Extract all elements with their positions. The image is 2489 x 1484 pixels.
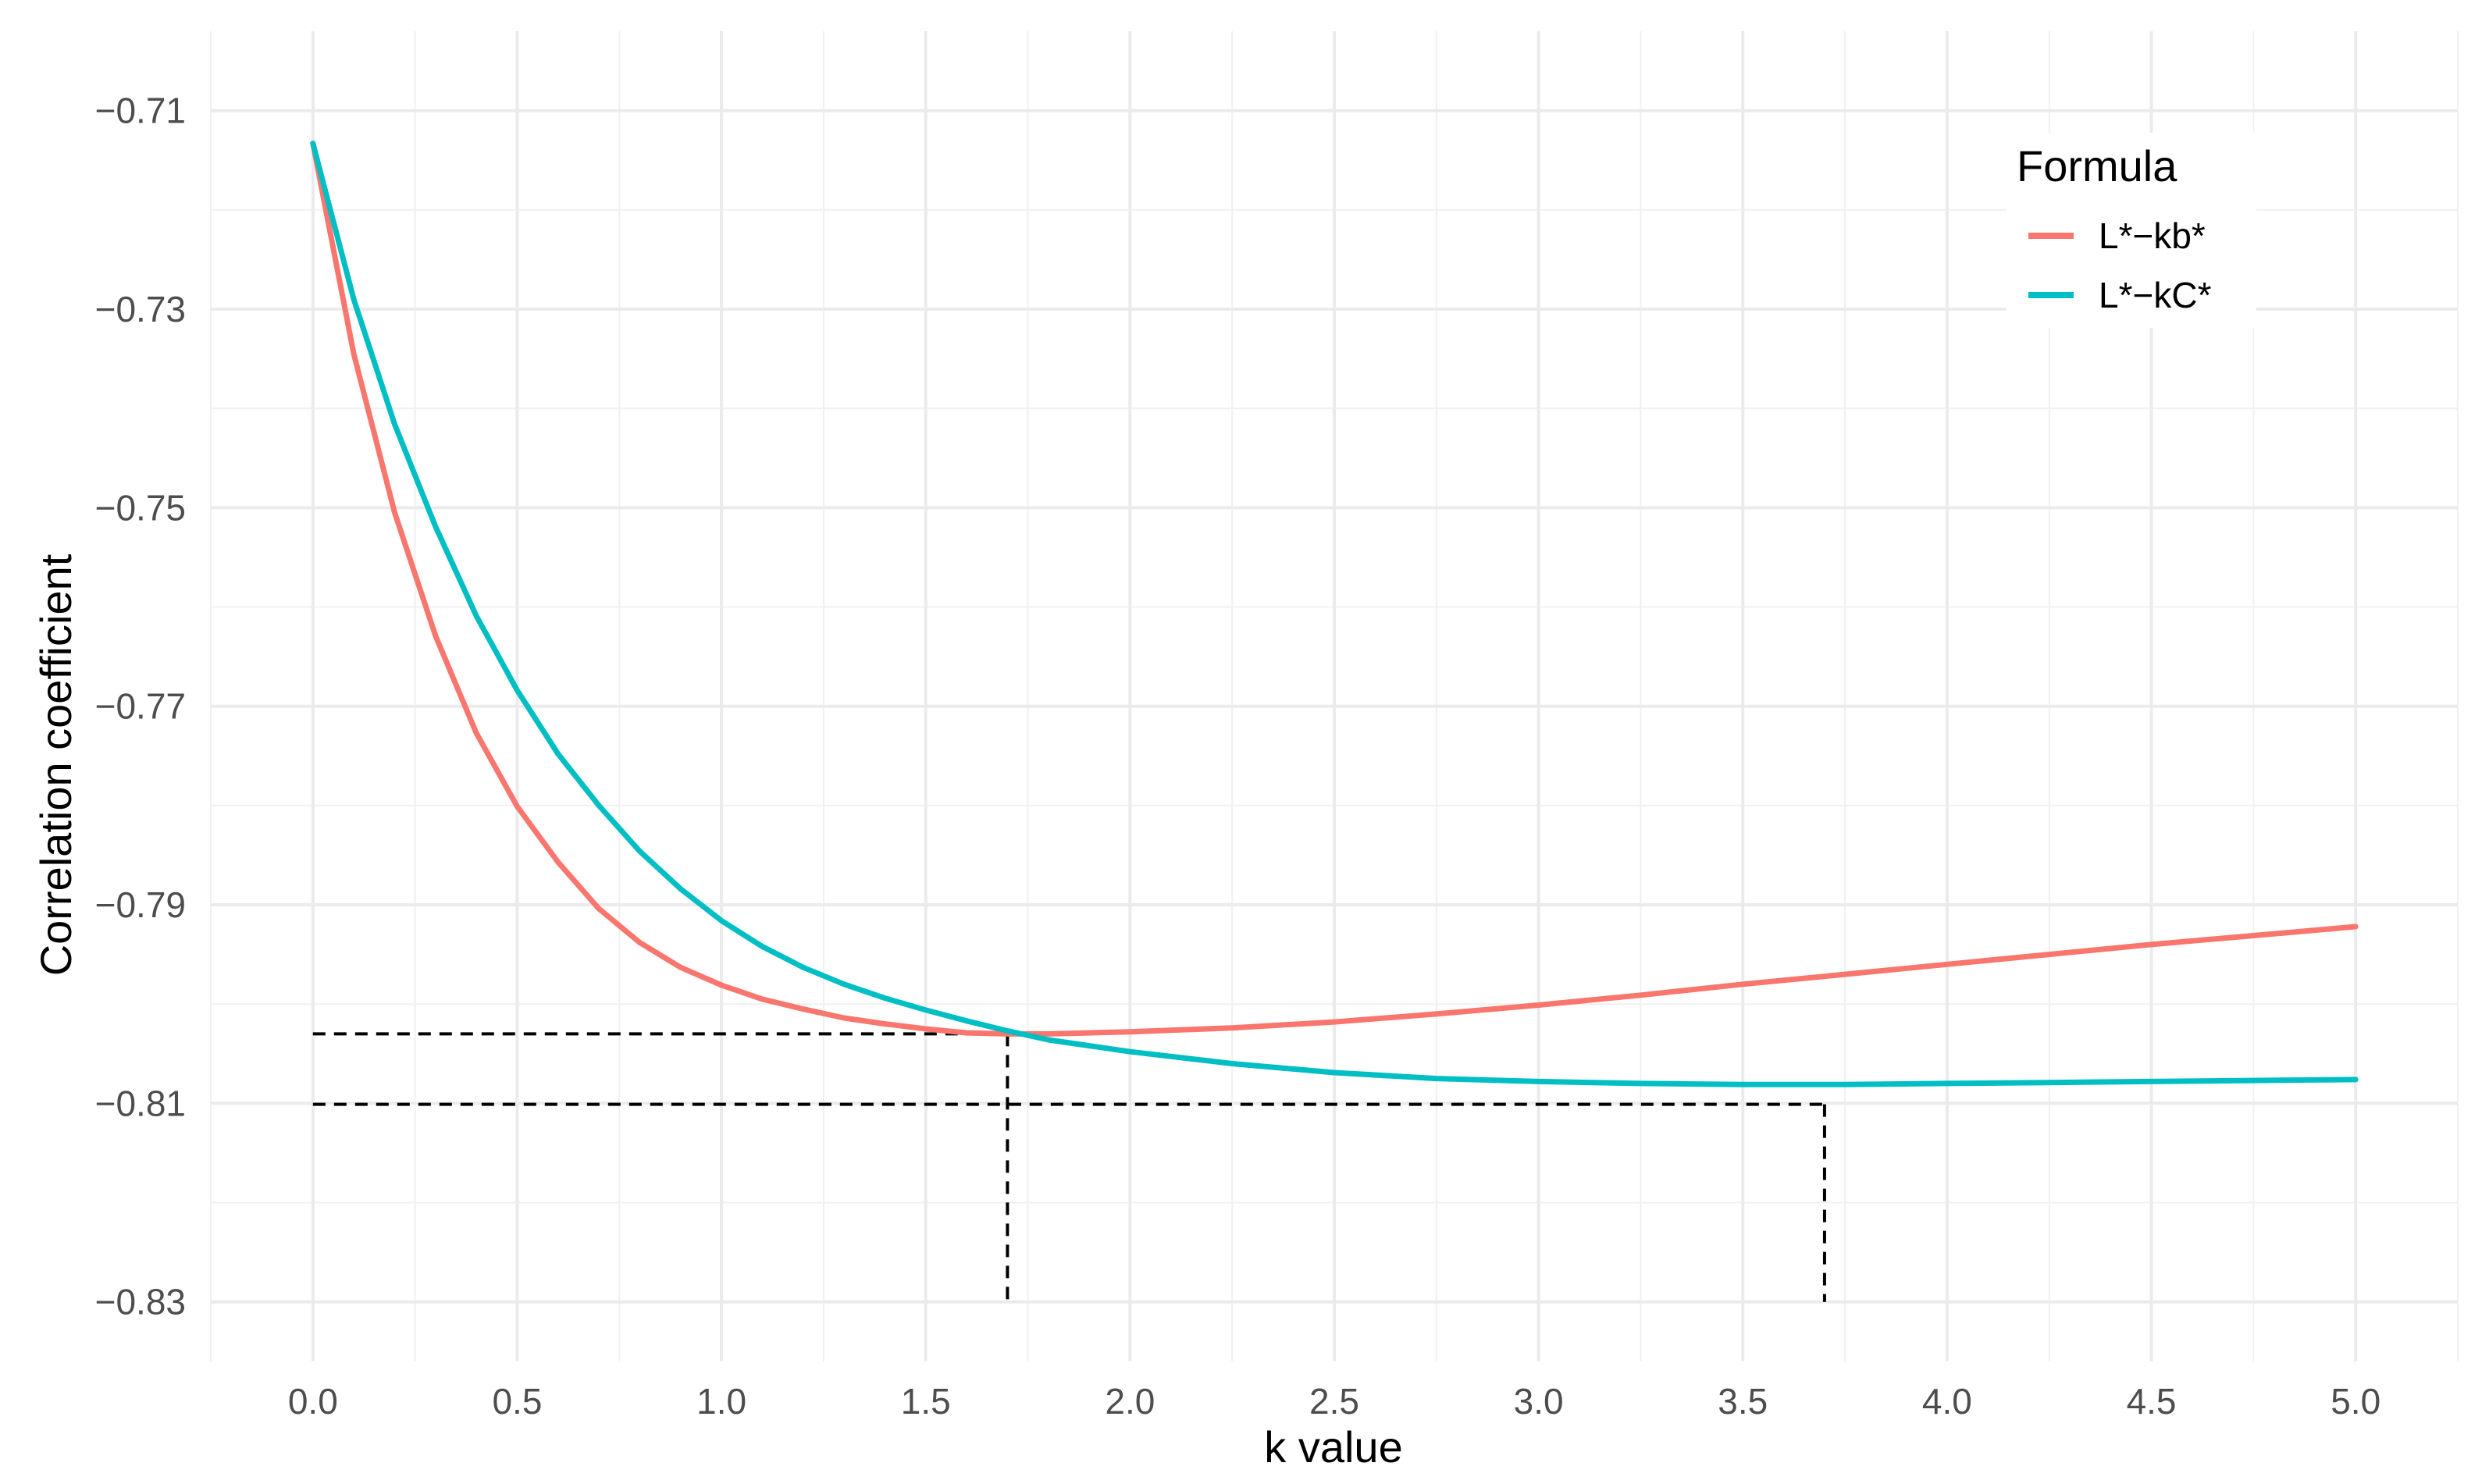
x-tick-label: 3.0: [1514, 1381, 1564, 1422]
y-tick-label: −0.83: [95, 1282, 186, 1322]
y-tick-label: −0.75: [95, 487, 186, 528]
series-lines: [310, 141, 2359, 1087]
legend-title: Formula: [2017, 141, 2177, 190]
x-tick-label: 0.0: [288, 1381, 338, 1422]
y-tick-label: −0.79: [95, 884, 186, 925]
x-tick-label: 3.5: [1718, 1381, 1768, 1422]
y-tick-label: −0.81: [95, 1083, 186, 1123]
x-tick-label: 4.0: [1922, 1381, 1972, 1422]
x-tick-label: 2.0: [1105, 1381, 1155, 1422]
series-line-1: [310, 141, 2359, 1037]
x-tick-label: 1.0: [696, 1381, 746, 1422]
y-tick-label: −0.73: [95, 289, 186, 329]
x-tick-label: 2.5: [1309, 1381, 1359, 1422]
series-line-2: [310, 141, 2359, 1087]
x-tick-label: 1.5: [901, 1381, 951, 1422]
y-tick-label: −0.77: [95, 686, 186, 727]
legend: Formula L*−kb* L*−kC*: [2007, 133, 2256, 328]
legend-items: L*−kb* L*−kC*: [2028, 215, 2212, 315]
major-gridlines: [211, 31, 2458, 1361]
y-axis-tick-labels: −0.71 −0.73 −0.75 −0.77 −0.79 −0.81 −0.83: [95, 91, 186, 1322]
y-tick-label: −0.71: [95, 91, 186, 131]
x-tick-label: 5.0: [2331, 1381, 2380, 1422]
reference-lines: [312, 1032, 1826, 1302]
x-axis-title: k value: [1264, 1422, 1402, 1472]
legend-label-1: L*−kb*: [2099, 215, 2206, 256]
x-tick-label: 0.5: [492, 1381, 542, 1422]
y-axis-title: Correlation coefficient: [31, 553, 80, 976]
x-tick-label: 4.5: [2127, 1381, 2177, 1422]
legend-label-2: L*−kC*: [2099, 275, 2212, 315]
x-axis-tick-labels: 0.0 0.5 1.0 1.5 2.0 2.5 3.0 3.5 4.0 4.5 5.0: [288, 1381, 2380, 1422]
